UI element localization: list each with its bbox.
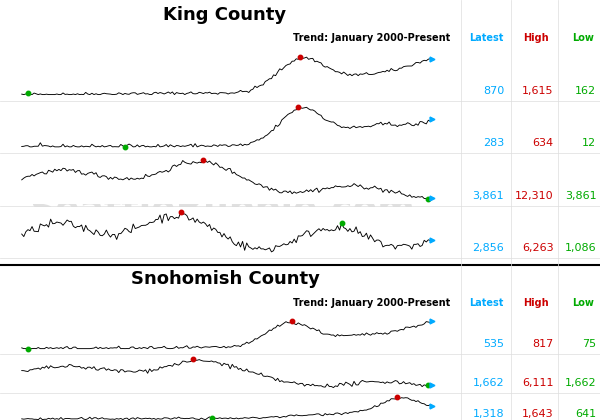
Text: 283: 283 [483,138,504,148]
Text: Trend: January 2000-Present: Trend: January 2000-Present [293,298,450,308]
Text: 1,318: 1,318 [472,409,504,419]
Text: King County: King County [163,6,287,24]
Text: High: High [523,33,548,43]
Text: Trustee Deeds: Trustee Deeds [5,103,74,113]
Text: Warranty Deeds: Warranty Deeds [5,208,83,218]
Text: 3,861: 3,861 [565,191,596,201]
Text: 3,861: 3,861 [472,191,504,201]
Text: 817: 817 [533,339,554,349]
Text: Latest: Latest [469,298,503,308]
Text: 2,856: 2,856 [472,243,504,253]
Text: 6,111: 6,111 [523,378,554,388]
Text: Notices of Trustee Sale: Notices of Trustee Sale [5,52,116,63]
Text: 1,086: 1,086 [565,243,596,253]
Text: Latest: Latest [469,33,503,43]
Text: 6,263: 6,263 [522,243,554,253]
Text: Warranty Deeds: Warranty Deeds [365,218,444,228]
Text: High: High [523,298,548,308]
Text: 634: 634 [533,138,554,148]
Text: Deeds: Deeds [5,395,35,405]
Text: Snohomish County: Snohomish County [131,270,319,288]
Text: 535: 535 [483,339,504,349]
Text: Trend: January 2000-Present: Trend: January 2000-Present [293,33,450,43]
Text: 75: 75 [582,339,596,349]
Text: 1,662: 1,662 [565,378,596,388]
Text: 641: 641 [575,409,596,419]
Text: 1,615: 1,615 [523,86,554,96]
Text: 12,310: 12,310 [515,191,554,201]
Text: Active Listings: Active Listings [5,155,76,165]
Text: Active Listings: Active Listings [5,356,76,366]
Text: Low: Low [572,298,594,308]
Text: 1,643: 1,643 [522,409,554,419]
Text: 1,662: 1,662 [472,378,504,388]
Text: Notices of Trustee Sale: Notices of Trustee Sale [5,318,116,328]
Text: Low: Low [572,33,594,43]
Text: 162: 162 [575,86,596,96]
Text: 12: 12 [582,138,596,148]
Text: SeattleBubble.com: SeattleBubble.com [29,193,415,227]
Text: 870: 870 [483,86,504,96]
